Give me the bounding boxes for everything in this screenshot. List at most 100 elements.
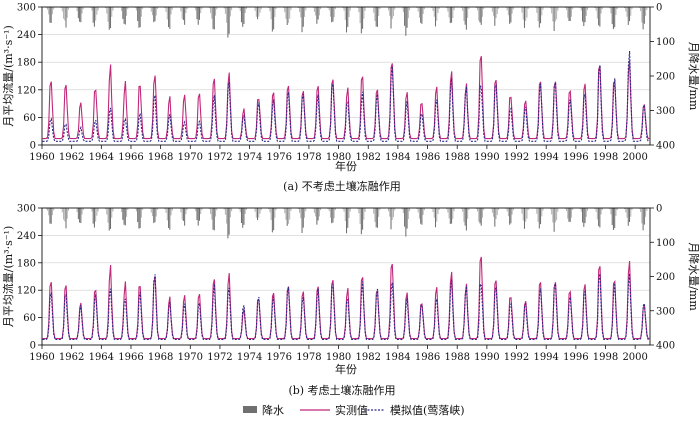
precip-bar bbox=[126, 208, 128, 217]
x-axis-label: 年份 bbox=[335, 362, 357, 376]
precip-bar bbox=[184, 208, 186, 226]
precip-bar bbox=[360, 208, 362, 235]
precip-bar bbox=[348, 7, 350, 17]
precip-bar bbox=[67, 208, 70, 211]
precip-bar bbox=[645, 7, 647, 16]
x-tick-label: 1984 bbox=[385, 352, 410, 363]
precip-bar bbox=[108, 7, 110, 30]
precip-bar bbox=[598, 208, 600, 227]
precip-bar bbox=[213, 7, 215, 30]
y2-tick-label: 200 bbox=[656, 72, 675, 83]
precip-bar bbox=[212, 208, 214, 230]
precip-bar bbox=[198, 208, 200, 221]
precip-bar bbox=[169, 208, 171, 230]
precip-bar bbox=[449, 7, 451, 24]
precip-bar bbox=[260, 208, 262, 211]
y-tick-label: 60 bbox=[23, 113, 36, 124]
precip-bar bbox=[609, 7, 611, 9]
precip-bar bbox=[491, 7, 493, 12]
precip-bar bbox=[451, 208, 453, 224]
precip-bar bbox=[106, 208, 108, 215]
precip-bar bbox=[334, 7, 336, 10]
precip-bar bbox=[431, 208, 433, 210]
precip-bar bbox=[80, 7, 82, 23]
precip-bar bbox=[290, 7, 292, 10]
precip-bar bbox=[171, 7, 173, 10]
y-tick-label: 0 bbox=[30, 141, 36, 152]
precip-series bbox=[45, 7, 648, 38]
precip-bar bbox=[476, 208, 479, 212]
precip-bar bbox=[123, 7, 125, 24]
precip-bar bbox=[642, 208, 644, 231]
precip-bar bbox=[229, 7, 231, 17]
x-tick-label: 1976 bbox=[267, 152, 292, 163]
precip-bar bbox=[123, 208, 125, 225]
precip-bar bbox=[392, 208, 395, 218]
x-tick-label: 1992 bbox=[504, 352, 529, 363]
precip-bar bbox=[63, 7, 65, 19]
precip-bar bbox=[224, 7, 226, 14]
precip-bar bbox=[299, 208, 301, 213]
precip-bar bbox=[433, 7, 435, 17]
precip-bar bbox=[409, 7, 411, 11]
precip-bar bbox=[166, 7, 168, 20]
y2-tick-label: 400 bbox=[656, 141, 675, 152]
precip-bar bbox=[95, 7, 97, 21]
precip-bar bbox=[211, 7, 213, 19]
precip-bar bbox=[210, 208, 212, 214]
precip-bar bbox=[483, 208, 485, 211]
precip-bar bbox=[586, 7, 589, 10]
x-tick-label: 1998 bbox=[593, 352, 618, 363]
precip-bar bbox=[106, 7, 108, 14]
precip-bar bbox=[185, 7, 187, 14]
precip-bar bbox=[238, 208, 240, 210]
precip-bar bbox=[462, 208, 464, 212]
precip-bar bbox=[388, 7, 390, 11]
precip-bar bbox=[124, 208, 126, 226]
precip-bar bbox=[523, 208, 526, 229]
precip-bar bbox=[200, 208, 202, 215]
precip-bar bbox=[182, 208, 184, 221]
y2-tick-label: 200 bbox=[656, 272, 675, 283]
precip-bar bbox=[76, 208, 78, 213]
precip-bar bbox=[50, 208, 52, 224]
precip-bar bbox=[551, 208, 553, 215]
precip-bar bbox=[586, 208, 589, 211]
precip-bar bbox=[269, 7, 271, 12]
precip-bar bbox=[135, 7, 137, 11]
precip-bar bbox=[568, 7, 570, 21]
precip-bar bbox=[570, 7, 572, 17]
precip-bar bbox=[124, 7, 126, 25]
precip-bar bbox=[328, 7, 330, 11]
precip-bar bbox=[569, 7, 571, 21]
x-tick-label: 1980 bbox=[326, 152, 351, 163]
precip-bar bbox=[51, 208, 53, 216]
simulated-series-line bbox=[42, 50, 650, 142]
precip-bar bbox=[495, 7, 497, 19]
precip-bar bbox=[536, 7, 538, 13]
precip-bar bbox=[421, 7, 423, 24]
precip-bar bbox=[97, 208, 99, 212]
precip-bar bbox=[273, 7, 275, 30]
precip-bar bbox=[391, 7, 393, 19]
x-tick-label: 1998 bbox=[593, 152, 618, 163]
precip-bar bbox=[437, 7, 439, 13]
x-tick-label: 1980 bbox=[326, 352, 351, 363]
precip-bar bbox=[447, 208, 449, 213]
precip-bar bbox=[96, 208, 98, 216]
precip-bar bbox=[50, 7, 52, 23]
precip-bar bbox=[195, 7, 197, 11]
precip-bar bbox=[594, 208, 596, 209]
precip-bar bbox=[153, 7, 155, 23]
precip-bar bbox=[509, 208, 511, 225]
precip-bar bbox=[107, 208, 109, 223]
precip-bar bbox=[405, 208, 407, 237]
precip-bar bbox=[432, 7, 434, 12]
precip-bar bbox=[572, 7, 574, 10]
precip-bar bbox=[92, 7, 94, 23]
precip-bar bbox=[226, 208, 228, 224]
precip-bar bbox=[423, 7, 425, 10]
precip-bar bbox=[584, 7, 586, 23]
precip-bar bbox=[60, 7, 62, 9]
x-tick-label: 1988 bbox=[444, 352, 469, 363]
